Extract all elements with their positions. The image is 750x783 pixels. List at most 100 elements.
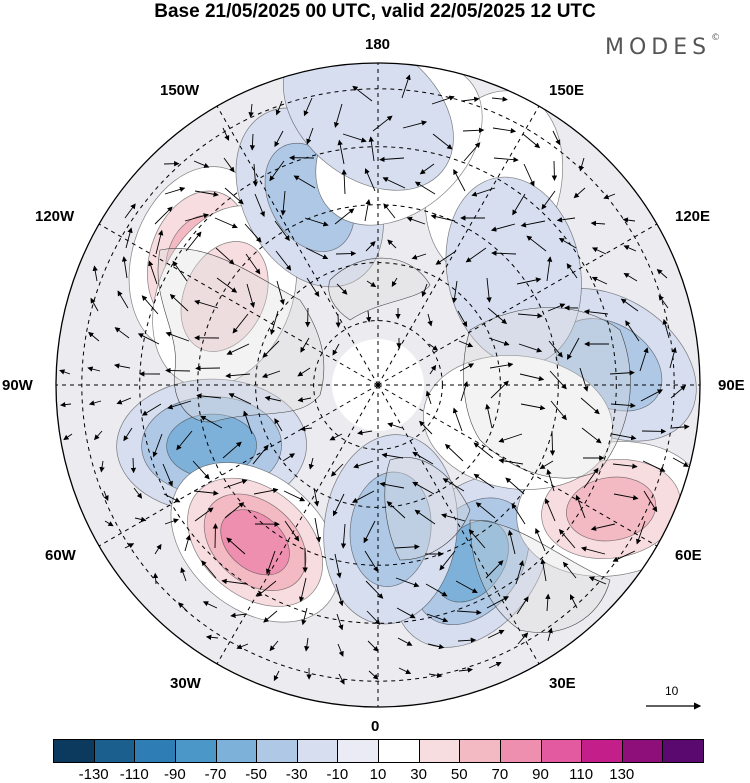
wind-arrow [412, 481, 435, 495]
wind-arrow [381, 452, 404, 459]
land-outline [463, 307, 631, 479]
wind-arrow [284, 520, 300, 542]
wind-arrow [394, 544, 420, 550]
wind-arrow [201, 560, 217, 579]
wind-arrow [154, 543, 162, 555]
wind-arrow [452, 407, 463, 432]
wind-arrow [463, 142, 481, 162]
wind-arrow [493, 157, 519, 163]
wind-arrow [254, 193, 265, 218]
wind-arrow [395, 577, 420, 588]
wind-arrow [387, 422, 403, 429]
wind-arrow [639, 347, 649, 372]
wind-arrow [643, 490, 658, 513]
wind-arrow [336, 613, 344, 631]
wind-arrow [505, 477, 525, 495]
wind-arrow [304, 217, 329, 227]
wind-arrow [398, 667, 412, 674]
wind-arrow [662, 318, 670, 339]
wind-arrow [526, 235, 547, 252]
wind-arrow [265, 550, 276, 575]
wind-arrow [274, 220, 290, 242]
wind-arrow [222, 441, 242, 459]
wind-arrow [364, 550, 379, 573]
wind-arrow [274, 130, 284, 148]
wind-arrow [432, 133, 453, 150]
wind-arrow [512, 193, 526, 216]
wind-arrow [411, 253, 427, 260]
wind-arrow [406, 216, 426, 225]
wind-arrow [642, 460, 666, 472]
wind-arrow [365, 580, 384, 599]
wind-arrow [580, 397, 600, 415]
wind-arrow [462, 127, 485, 133]
wind-arrow [236, 643, 249, 650]
wind-arrow [164, 186, 186, 195]
wind-arrow [427, 643, 445, 650]
colorbar-tick-label: 90 [532, 766, 549, 783]
wind-arrow [269, 640, 279, 652]
colorbar-swatch [337, 739, 379, 763]
lon-label-90e: 90E [718, 377, 745, 394]
wind-arrow [194, 190, 219, 197]
wind-arrow [458, 340, 474, 348]
land-outline [328, 257, 431, 321]
wind-arrow [492, 127, 517, 134]
wind-arrow [511, 503, 526, 525]
wind-arrow [335, 583, 344, 607]
wind-arrow [224, 502, 245, 519]
colorbar-tick-label: -30 [285, 766, 308, 783]
wind-arrow [444, 443, 464, 462]
reference-vector-label: 10 [665, 684, 679, 698]
wind-arrow [439, 550, 456, 571]
latitude-circle [139, 146, 617, 624]
wind-arrow [419, 420, 433, 435]
wind-arrow [468, 529, 486, 549]
wind-arrow [387, 239, 397, 249]
wind-arrow [365, 241, 376, 252]
anomaly-contour [283, 63, 454, 191]
wind-arrow [579, 367, 589, 392]
wind-arrow [283, 490, 306, 502]
map-title: Base 21/05/2025 00 UTC, valid 22/05/2025… [154, 1, 596, 22]
wind-arrow [304, 637, 310, 652]
wind-arrow [363, 520, 376, 544]
wind-arrow [246, 283, 255, 308]
wind-arrow [133, 487, 143, 499]
lon-label-150e: 150E [549, 82, 585, 99]
wind-arrow [523, 163, 535, 187]
wind-arrow [507, 529, 516, 555]
wind-arrow [232, 313, 249, 334]
wind-arrow [244, 223, 262, 243]
wind-arrow [303, 97, 313, 117]
wind-arrow [539, 460, 554, 470]
meridian-line [98, 384, 379, 547]
wind-arrow [379, 481, 405, 489]
wind-arrow [364, 199, 371, 222]
wind-arrow [340, 523, 347, 549]
wind-arrow [114, 327, 130, 339]
wind-arrow [352, 490, 375, 503]
wind-arrow [200, 415, 223, 429]
wind-arrow [353, 460, 374, 469]
wind-arrow [426, 613, 449, 623]
wind-arrow [548, 340, 563, 358]
wind-arrow [224, 187, 244, 205]
wind-arrow [165, 331, 190, 342]
wind-arrow [103, 490, 109, 502]
wind-arrow [491, 250, 517, 256]
colorbar-swatch [53, 739, 95, 763]
wind-arrow [457, 637, 477, 643]
wind-arrow [391, 277, 398, 287]
wind-arrow [414, 181, 436, 195]
wind-arrow [176, 430, 193, 451]
wind-arrow [152, 433, 163, 458]
wind-arrow [516, 596, 529, 615]
colorbar-swatch [540, 739, 583, 763]
wind-arrow [226, 537, 246, 555]
wind-arrow [421, 283, 428, 298]
wind-arrow [540, 558, 547, 582]
wind-arrow [672, 457, 689, 467]
wind-arrow [134, 516, 147, 523]
colorbar-tick-label: -10 [326, 766, 349, 783]
